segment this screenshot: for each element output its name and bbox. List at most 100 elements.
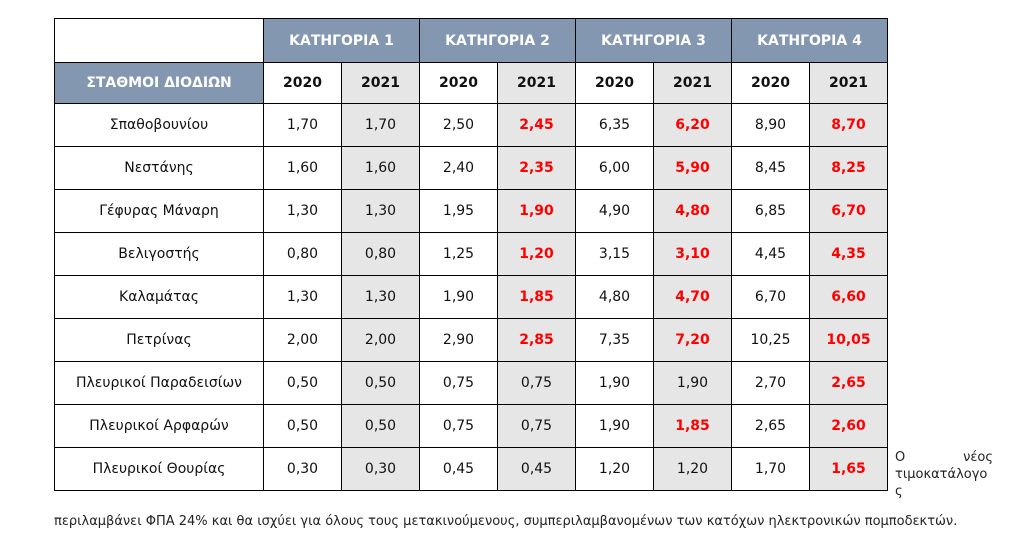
table-row: Πλευρικοί Παραδεισίων 0,50 0,50 0,75 0,75 1,9… (54, 361, 888, 405)
price-cell: 3,10 (653, 232, 732, 276)
price-cell: 7,20 (653, 318, 732, 362)
table-row: Γέφυρας Μάναρη 1,30 1,30 1,95 1,90 4,90 4,80 6,… (54, 189, 888, 233)
station-name-cell: Πλευρικοί Θουρίας (54, 447, 264, 491)
price-cell: 1,70 (731, 447, 810, 491)
category-4-header: ΚΑΤΗΓΟΡΙΑ 4 (731, 18, 888, 63)
price-cell: 1,85 (653, 404, 732, 448)
table-row: Πλευρικοί Αρφαρών 0,50 0,50 0,75 0,75 1,90 1,8… (54, 404, 888, 448)
year-header: 2020 (263, 62, 342, 104)
price-cell: 4,70 (653, 275, 732, 319)
table-row: Βελιγοστής 0,80 0,80 1,25 1,20 3,15 3,10 4,45 4,… (54, 232, 888, 276)
price-cell: 0,30 (263, 447, 342, 491)
price-cell: 4,80 (575, 275, 654, 319)
stations-header: ΣΤΑΘΜΟΙ ΔΙΟΔΙΩΝ (54, 62, 264, 104)
price-cell: 8,90 (731, 103, 810, 147)
price-cell: 6,85 (731, 189, 810, 233)
price-cell: 2,50 (419, 103, 498, 147)
price-cell: 1,20 (575, 447, 654, 491)
station-name-cell: Νεστάνης (54, 146, 264, 190)
price-cell: 0,45 (419, 447, 498, 491)
year-header: 2021 (497, 62, 576, 104)
price-cell: 1,70 (263, 103, 342, 147)
price-cell: 1,30 (263, 275, 342, 319)
station-name-cell: Καλαμάτας (54, 275, 264, 319)
price-cell: 2,00 (341, 318, 420, 362)
side-note-word: τιμοκατάλογο (895, 467, 988, 482)
price-cell: 6,60 (809, 275, 888, 319)
year-header: 2020 (419, 62, 498, 104)
price-cell: 1,65 (809, 447, 888, 491)
price-cell: 7,35 (575, 318, 654, 362)
price-cell: 2,90 (419, 318, 498, 362)
station-name-cell: Βελιγοστής (54, 232, 264, 276)
station-name-cell: Γέφυρας Μάναρη (54, 189, 264, 233)
price-cell: 1,85 (497, 275, 576, 319)
year-header-row: ΣΤΑΘΜΟΙ ΔΙΟΔΙΩΝ 2020 2021 2020 2021 2020… (54, 62, 888, 104)
price-cell: 2,00 (263, 318, 342, 362)
price-cell: 0,80 (263, 232, 342, 276)
price-cell: 0,45 (497, 447, 576, 491)
category-2-header: ΚΑΤΗΓΟΡΙΑ 2 (419, 18, 576, 63)
price-cell: 2,60 (809, 404, 888, 448)
price-cell: 1,20 (653, 447, 732, 491)
price-cell: 1,90 (419, 275, 498, 319)
price-cell: 2,65 (731, 404, 810, 448)
price-cell: 1,95 (419, 189, 498, 233)
price-cell: 3,15 (575, 232, 654, 276)
year-header: 2021 (341, 62, 420, 104)
table-row: Πετρίνας 2,00 2,00 2,90 2,85 7,35 7,20 10,25 10,… (54, 318, 888, 362)
price-cell: 0,75 (419, 404, 498, 448)
side-note-word: Ο (895, 450, 906, 465)
side-note-word: ς (895, 484, 903, 499)
price-cell: 1,70 (341, 103, 420, 147)
price-cell: 4,90 (575, 189, 654, 233)
table-row: Νεστάνης 1,60 1,60 2,40 2,35 6,00 5,90 8,45 8,25 (54, 146, 888, 190)
price-cell: 1,60 (263, 146, 342, 190)
price-cell: 6,70 (809, 189, 888, 233)
price-cell: 6,70 (731, 275, 810, 319)
toll-price-table: ΚΑΤΗΓΟΡΙΑ 1 ΚΑΤΗΓΟΡΙΑ 2 ΚΑΤΗΓΟΡΙΑ 3 ΚΑΤΗ… (54, 18, 888, 491)
price-cell: 2,70 (731, 361, 810, 405)
table-body: Σπαθοβουνίου 1,70 1,70 2,50 2,45 6,35 6,20 8,90… (54, 103, 888, 491)
price-cell: 2,65 (809, 361, 888, 405)
price-cell: 1,30 (263, 189, 342, 233)
year-header: 2021 (653, 62, 732, 104)
price-cell: 0,50 (341, 361, 420, 405)
price-cell: 0,50 (263, 361, 342, 405)
price-cell: 1,30 (341, 275, 420, 319)
price-cell: 1,30 (341, 189, 420, 233)
price-cell: 0,75 (497, 404, 576, 448)
table-row: Καλαμάτας 1,30 1,30 1,90 1,85 4,80 4,70 6,70 6,6… (54, 275, 888, 319)
price-cell: 8,70 (809, 103, 888, 147)
price-cell: 1,60 (341, 146, 420, 190)
price-cell: 6,20 (653, 103, 732, 147)
price-cell: 0,75 (419, 361, 498, 405)
price-cell: 6,35 (575, 103, 654, 147)
price-cell: 1,90 (497, 189, 576, 233)
header-blank-cell (54, 18, 264, 63)
station-name-cell: Σπαθοβουνίου (54, 103, 264, 147)
category-header-row: ΚΑΤΗΓΟΡΙΑ 1 ΚΑΤΗΓΟΡΙΑ 2 ΚΑΤΗΓΟΡΙΑ 3 ΚΑΤΗ… (54, 18, 888, 63)
price-cell: 4,45 (731, 232, 810, 276)
price-cell: 2,85 (497, 318, 576, 362)
price-cell: 1,25 (419, 232, 498, 276)
station-name-cell: Πετρίνας (54, 318, 264, 362)
year-header: 2020 (731, 62, 810, 104)
price-cell: 1,90 (575, 361, 654, 405)
price-cell: 1,20 (497, 232, 576, 276)
category-3-header: ΚΑΤΗΓΟΡΙΑ 3 (575, 18, 732, 63)
price-cell: 0,75 (497, 361, 576, 405)
price-cell: 2,40 (419, 146, 498, 190)
side-note: Ο νέος τιμοκατάλογο ς (895, 449, 993, 500)
price-cell: 10,25 (731, 318, 810, 362)
price-cell: 0,50 (263, 404, 342, 448)
price-cell: 8,45 (731, 146, 810, 190)
price-cell: 5,90 (653, 146, 732, 190)
price-cell: 0,80 (341, 232, 420, 276)
year-header: 2021 (809, 62, 888, 104)
year-header: 2020 (575, 62, 654, 104)
station-name-cell: Πλευρικοί Παραδεισίων (54, 361, 264, 405)
price-cell: 0,50 (341, 404, 420, 448)
table-row: Πλευρικοί Θουρίας 0,30 0,30 0,45 0,45 1,20 1,2… (54, 447, 888, 491)
caption-text: περιλαμβάνει ΦΠΑ 24% και θα ισχύει για ό… (54, 514, 958, 529)
